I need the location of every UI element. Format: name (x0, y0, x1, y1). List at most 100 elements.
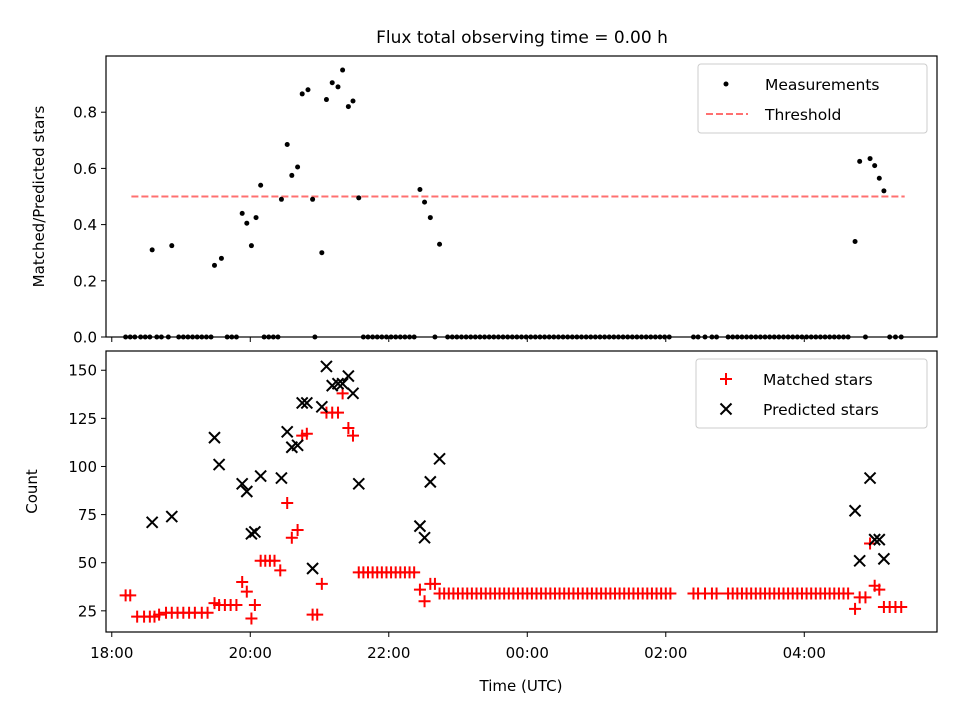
matched-star-point (248, 599, 261, 612)
ratio-y-tick-label: 0.2 (73, 272, 97, 290)
predicted-star-point (165, 510, 178, 523)
measurement-point (305, 87, 311, 93)
matched-star-point (230, 599, 243, 612)
measurement-point (881, 188, 887, 194)
measurement-point (258, 182, 264, 188)
predicted-star-point (254, 469, 267, 483)
predicted-star-point (212, 458, 226, 471)
predicted-star-point (433, 452, 446, 465)
matched-star-point (428, 577, 441, 590)
matched-star-point (201, 606, 214, 619)
matched-star-point (710, 587, 723, 600)
matched-star-point (664, 587, 677, 600)
matched-star-point (331, 406, 344, 419)
ratio-y-axis-label: Matched/Predicted stars (30, 106, 48, 288)
count-x-axis: 18:00 20:00 22:00 00:00 02:00 04:00 (90, 632, 826, 662)
predicted-star-point (235, 477, 249, 491)
predicted-star-point (240, 485, 254, 498)
matched-star-point (842, 587, 855, 600)
ratio-legend: Measurements Threshold (697, 63, 928, 134)
matched-star-point (311, 608, 324, 621)
measurement-point (422, 199, 428, 205)
measurement-point (239, 210, 245, 216)
matched-star-point (124, 589, 137, 602)
measurement-point (253, 215, 259, 221)
count-y-tick-label: 100 (68, 458, 97, 476)
predicted-star-point (300, 396, 314, 410)
measurement-point (437, 241, 443, 247)
measurement-point (169, 243, 175, 249)
matched-star-point (849, 602, 862, 615)
matched-star-point (300, 427, 313, 440)
predicted-star-point (346, 387, 360, 400)
count-y-tick-label: 50 (78, 554, 97, 572)
measurement-point (284, 142, 290, 148)
ratio-y-tick-label: 0.6 (73, 160, 97, 178)
count-y-tick-label: 25 (78, 602, 97, 620)
legend-measurements-marker (723, 81, 729, 87)
ratio-y-tick-label: 0.8 (73, 104, 97, 122)
measurement-point (340, 67, 346, 73)
predicted-star-point (877, 552, 891, 566)
count-panel: 25 50 75 100 125 150 18:00 20:00 22:00 00:00 02:0… (23, 350, 938, 695)
matched-star-point (873, 583, 886, 596)
measurement-point (335, 84, 341, 90)
legend-predicted-label: Predicted stars (763, 401, 879, 419)
count-y-axis: 25 50 75 100 125 150 (68, 362, 106, 620)
matched-star-point (240, 585, 253, 598)
count-y-tick-label: 125 (68, 410, 97, 428)
x-axis-label: Time (UTC) (479, 677, 563, 695)
predicted-star-point (863, 471, 877, 485)
predicted-star-point (280, 425, 294, 439)
legend-matched-label: Matched stars (763, 371, 873, 389)
measurement-point (299, 91, 305, 97)
predicted-star-point (320, 360, 333, 373)
measurement-point (289, 172, 295, 178)
matched-star-point (285, 531, 298, 544)
ratio-x-ticks (111, 337, 805, 342)
matched-star-point (895, 600, 908, 613)
count-y-axis-label: Count (23, 469, 41, 514)
measurement-point (278, 196, 284, 202)
matched-star-point (315, 577, 328, 590)
ratio-legend-box (697, 63, 928, 134)
matched-star-point (153, 608, 166, 621)
measurement-point (857, 158, 863, 164)
count-marks (119, 360, 908, 625)
chart-title: Flux total observing time = 0.00 h (376, 28, 668, 48)
predicted-star-point (291, 439, 304, 452)
legend-predicted-marker (719, 402, 733, 416)
matched-star-point (281, 497, 294, 510)
measurement-point (211, 262, 217, 268)
x-tick-label: 18:00 (90, 644, 133, 662)
predicted-star-point (424, 475, 437, 489)
predicted-star-point (868, 533, 881, 546)
count-y-tick-label: 75 (78, 506, 97, 524)
predicted-star-point (275, 471, 288, 485)
predicted-star-point (413, 519, 427, 533)
ratio-y-tick-label: 0.0 (73, 329, 97, 347)
measurement-point (319, 250, 325, 256)
measurement-point (356, 195, 362, 201)
matched-star-point (408, 566, 421, 579)
predicted-star-point (331, 377, 345, 390)
count-legend: Matched stars Predicted stars (695, 358, 928, 429)
count-y-tick-label: 150 (68, 362, 97, 380)
predicted-star-point (352, 477, 365, 491)
measurement-point (852, 238, 858, 244)
matched-star-point (268, 554, 281, 567)
measurement-point (417, 186, 423, 192)
predicted-star-point (315, 400, 329, 414)
legend-measurements-label: Measurements (765, 76, 880, 94)
measurement-point (244, 220, 250, 226)
predicted-star-point (306, 562, 319, 575)
matched-star-point (859, 591, 872, 604)
predicted-star-point (873, 533, 886, 546)
measurement-point (323, 97, 329, 103)
ratio-panel: 0.00.20.40.60.8 Matched/Predicted stars … (30, 55, 938, 347)
measurement-point (218, 255, 224, 261)
matched-star-point (274, 564, 287, 577)
predicted-star-point (853, 554, 866, 567)
predicted-star-point (296, 396, 309, 410)
